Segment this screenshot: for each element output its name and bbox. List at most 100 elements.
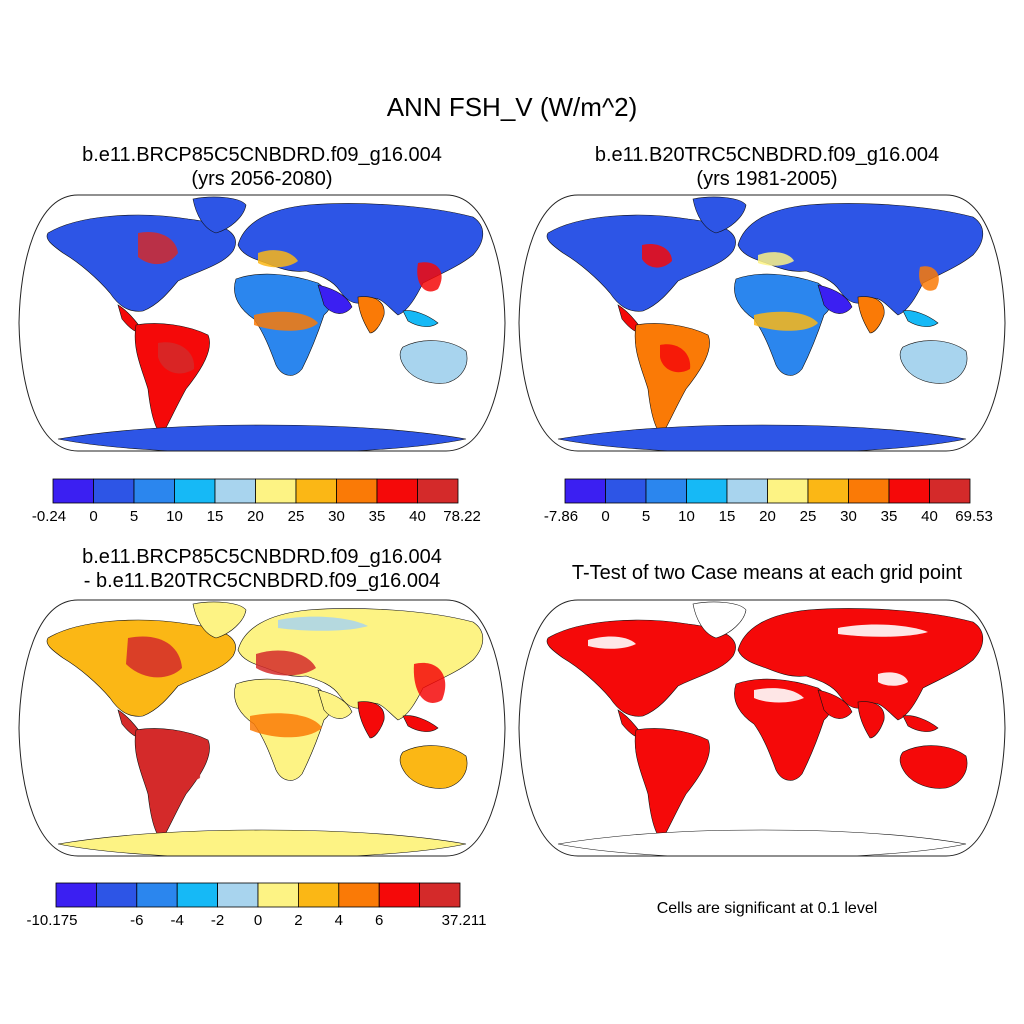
map2-accent-usa-east	[642, 243, 672, 268]
map1-eurasia	[237, 203, 484, 316]
cb2-box	[605, 478, 647, 504]
map4-greenland	[692, 601, 747, 639]
map1-southAmerica	[134, 323, 210, 436]
cb1-box	[417, 478, 459, 504]
map1-accent-usa-east	[138, 231, 178, 265]
cb3-box	[419, 882, 461, 908]
map3-frame	[18, 599, 506, 857]
map2-southAmerica	[634, 323, 710, 436]
panel-1-title-line2: (yrs 2056-2080)	[191, 168, 333, 190]
cb1-label: 78.22	[443, 508, 481, 525]
map2-eurasia	[737, 203, 984, 316]
map3-arabia	[317, 689, 353, 719]
cb3-label: 6	[375, 912, 384, 929]
panel-2-title-line2: (yrs 1981-2005)	[696, 168, 838, 190]
cb3-label: -6	[130, 912, 144, 929]
cb2-label: 40	[921, 508, 938, 525]
cb3-box	[136, 882, 178, 908]
cb2-label: 0	[601, 508, 610, 525]
map2-accent-eastasia	[919, 266, 939, 291]
map2-frame	[518, 194, 1006, 452]
colorbar-1	[52, 478, 459, 504]
map1-accent-amazon	[158, 342, 195, 374]
cb3-box	[55, 882, 97, 908]
map1-arabia	[317, 284, 353, 314]
cb2-label: 35	[880, 508, 898, 525]
map3-accent-sahel	[250, 713, 322, 738]
cb3-box	[257, 882, 299, 908]
cb2-label: 15	[718, 508, 736, 525]
map4-seAsia	[902, 715, 939, 732]
map4-australia	[899, 745, 968, 789]
map1-northAmerica	[46, 214, 236, 312]
colorbar-3-labels: -10.175 -6 -4 -2 0 2 4 6 37.211	[27, 912, 487, 932]
cb2-label: 20	[759, 508, 776, 525]
cb1-label: 25	[287, 508, 305, 525]
map-panel-1	[18, 194, 506, 452]
map4-india	[857, 701, 885, 739]
cb1-box	[174, 478, 216, 504]
cb2-box	[645, 478, 687, 504]
map2-australia	[899, 340, 968, 384]
cb1-box	[255, 478, 297, 504]
map3-accent-amazon	[154, 742, 201, 784]
map2-accent-sahel	[754, 311, 818, 331]
map4-gap-tibet	[878, 672, 908, 686]
map4-gap-canada	[588, 636, 636, 649]
map1-seAsia	[402, 310, 439, 327]
map1-frame	[18, 194, 506, 452]
cb1-label: 0	[89, 508, 98, 525]
cb3-label: -4	[170, 912, 184, 929]
panel-2-title: b.e11.B20TRC5CNBDRD.f09_g16.004 (yrs 198…	[525, 143, 1009, 191]
panel-1-title-line1: b.e11.BRCP85C5CNBDRD.f09_g16.004	[82, 144, 442, 166]
map1-greenland	[192, 196, 247, 234]
cb3-label: 4	[334, 912, 343, 929]
map4-frame	[518, 599, 1006, 857]
panel-3-title: b.e11.BRCP85C5CNBDRD.f09_g16.004 - b.e11…	[20, 545, 504, 593]
cb3-box	[217, 882, 259, 908]
significance-note: Cells are significant at 0.1 level	[656, 900, 878, 917]
cb1-label: -0.24	[31, 508, 67, 525]
cb2-box	[929, 478, 971, 504]
cb1-box	[336, 478, 378, 504]
cb2-box	[686, 478, 728, 504]
cb2-label: 25	[799, 508, 817, 525]
cb2-label: 10	[678, 508, 695, 525]
cb1-label: 10	[166, 508, 183, 525]
map3-accent-usa-east	[126, 636, 182, 678]
map4-antarctica	[557, 829, 967, 856]
cb2-box	[726, 478, 768, 504]
colorbar-1-labels: -0.24 0 5 10 15 20 25 30 35 40 78.22	[32, 508, 481, 528]
map3-greenland	[192, 601, 247, 639]
cb3-box	[378, 882, 421, 908]
map3-accent-europe	[256, 650, 316, 676]
map2-antarctica	[557, 424, 967, 451]
panel-2-title-line1: b.e11.B20TRC5CNBDRD.f09_g16.004	[594, 144, 940, 166]
map-panel-4	[518, 599, 1006, 857]
map3-seAsia	[402, 715, 439, 732]
panel-4-title: T-Test of two Case means at each grid po…	[571, 562, 963, 584]
map1-antarctica	[57, 424, 467, 451]
map1-accent-eastasia	[417, 262, 442, 292]
cb1-label: 30	[328, 508, 345, 525]
cb1-label: 15	[206, 508, 224, 525]
cb1-label: 35	[368, 508, 386, 525]
cb3-label: -10.175	[26, 912, 78, 929]
cb2-box	[848, 478, 890, 504]
map2-accent-amazon	[660, 344, 691, 373]
cb2-box	[564, 478, 606, 504]
map1-accent-europe	[258, 250, 298, 268]
map3-eurasia	[237, 608, 484, 721]
map-panel-3	[18, 599, 506, 857]
cb2-label: 30	[840, 508, 857, 525]
cb2-label: 5	[641, 508, 651, 525]
panel-1-title: b.e11.BRCP85C5CNBDRD.f09_g16.004 (yrs 20…	[20, 143, 504, 191]
map4-southAmerica	[634, 728, 710, 841]
colorbar-2	[564, 478, 971, 504]
map4-africa	[734, 678, 832, 781]
panel-3-title-line1: b.e11.BRCP85C5CNBDRD.f09_g16.004	[82, 546, 442, 568]
cb1-box	[295, 478, 337, 504]
map4-arabia	[817, 689, 853, 719]
map1-accent-sahel	[254, 311, 318, 331]
map2-india	[857, 296, 885, 334]
